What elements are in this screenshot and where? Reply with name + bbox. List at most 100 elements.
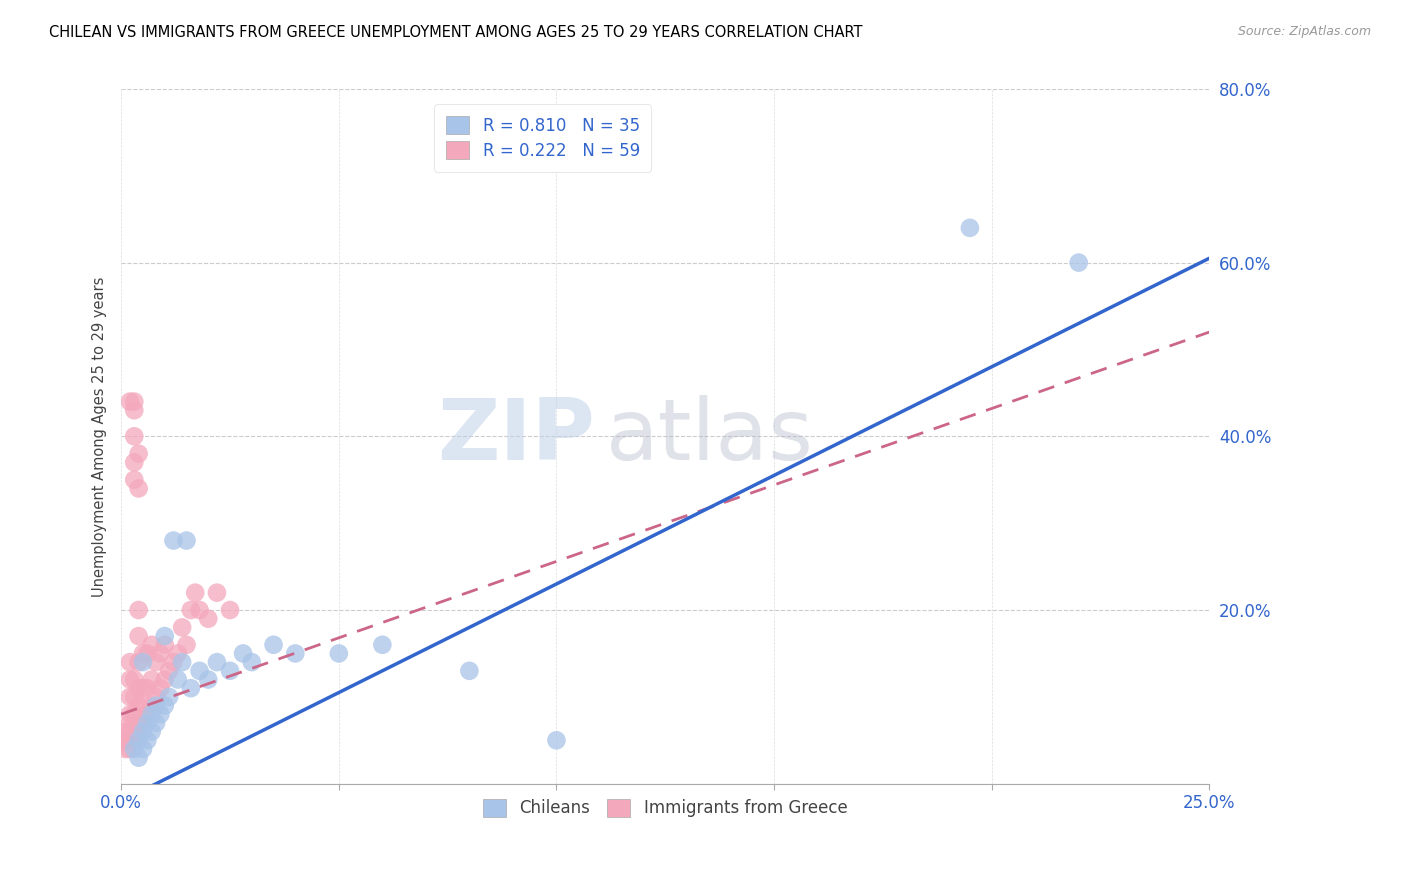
Point [118, 707, 141, 722]
Point [114, 742, 136, 756]
Point [219, 664, 242, 678]
Point [132, 655, 155, 669]
Point [153, 673, 176, 687]
Point [180, 603, 202, 617]
Point [118, 742, 141, 756]
Point [124, 742, 146, 756]
Point [176, 533, 198, 548]
Point [240, 655, 263, 669]
Point [153, 638, 176, 652]
Point [172, 655, 194, 669]
Point [458, 664, 481, 678]
Point [128, 715, 150, 730]
Point [149, 681, 172, 696]
Point [149, 647, 172, 661]
Point [172, 620, 194, 634]
Point [166, 673, 188, 687]
Text: atlas: atlas [606, 395, 814, 478]
Y-axis label: Unemployment Among Ages 25 to 29 years: Unemployment Among Ages 25 to 29 years [93, 277, 107, 597]
Point [197, 612, 219, 626]
Point [124, 715, 146, 730]
Point [128, 681, 150, 696]
Point [136, 733, 159, 747]
Point [128, 603, 150, 617]
Point [232, 647, 254, 661]
Point [136, 707, 159, 722]
Point [153, 629, 176, 643]
Point [132, 698, 155, 713]
Point [118, 715, 141, 730]
Point [141, 673, 163, 687]
Point [166, 647, 188, 661]
Point [184, 585, 207, 599]
Point [328, 647, 350, 661]
Point [128, 482, 150, 496]
Point [145, 690, 167, 704]
Point [205, 655, 228, 669]
Point [128, 447, 150, 461]
Point [128, 629, 150, 643]
Point [263, 638, 285, 652]
Text: Source: ZipAtlas.com: Source: ZipAtlas.com [1237, 25, 1371, 38]
Point [145, 655, 167, 669]
Point [188, 664, 211, 678]
Point [546, 733, 568, 747]
Point [128, 724, 150, 739]
Point [124, 724, 146, 739]
Point [124, 403, 146, 417]
Point [132, 647, 155, 661]
Point [118, 673, 141, 687]
Point [205, 585, 228, 599]
Point [136, 647, 159, 661]
Point [176, 638, 198, 652]
Point [188, 603, 211, 617]
Point [124, 707, 146, 722]
Point [141, 724, 163, 739]
Point [124, 455, 146, 469]
Point [180, 681, 202, 696]
Point [124, 673, 146, 687]
Point [114, 733, 136, 747]
Point [128, 698, 150, 713]
Point [124, 690, 146, 704]
Point [284, 647, 307, 661]
Point [124, 394, 146, 409]
Point [959, 220, 981, 235]
Point [145, 715, 167, 730]
Point [141, 707, 163, 722]
Point [145, 698, 167, 713]
Point [219, 603, 242, 617]
Point [1067, 255, 1090, 269]
Point [118, 394, 141, 409]
Point [153, 698, 176, 713]
Point [128, 733, 150, 747]
Point [118, 724, 141, 739]
Point [118, 690, 141, 704]
Point [162, 533, 184, 548]
Point [141, 638, 163, 652]
Point [132, 742, 155, 756]
Point [118, 733, 141, 747]
Point [124, 733, 146, 747]
Legend: Chileans, Immigrants from Greece: Chileans, Immigrants from Greece [477, 792, 855, 824]
Point [128, 655, 150, 669]
Point [141, 698, 163, 713]
Point [371, 638, 394, 652]
Text: ZIP: ZIP [437, 395, 595, 478]
Point [157, 690, 180, 704]
Point [118, 655, 141, 669]
Point [132, 715, 155, 730]
Point [132, 681, 155, 696]
Point [136, 715, 159, 730]
Point [128, 750, 150, 764]
Point [136, 681, 159, 696]
Point [132, 724, 155, 739]
Point [124, 429, 146, 443]
Text: CHILEAN VS IMMIGRANTS FROM GREECE UNEMPLOYMENT AMONG AGES 25 TO 29 YEARS CORRELA: CHILEAN VS IMMIGRANTS FROM GREECE UNEMPL… [49, 25, 863, 40]
Point [157, 664, 180, 678]
Point [124, 473, 146, 487]
Point [197, 673, 219, 687]
Point [114, 724, 136, 739]
Point [149, 707, 172, 722]
Point [162, 655, 184, 669]
